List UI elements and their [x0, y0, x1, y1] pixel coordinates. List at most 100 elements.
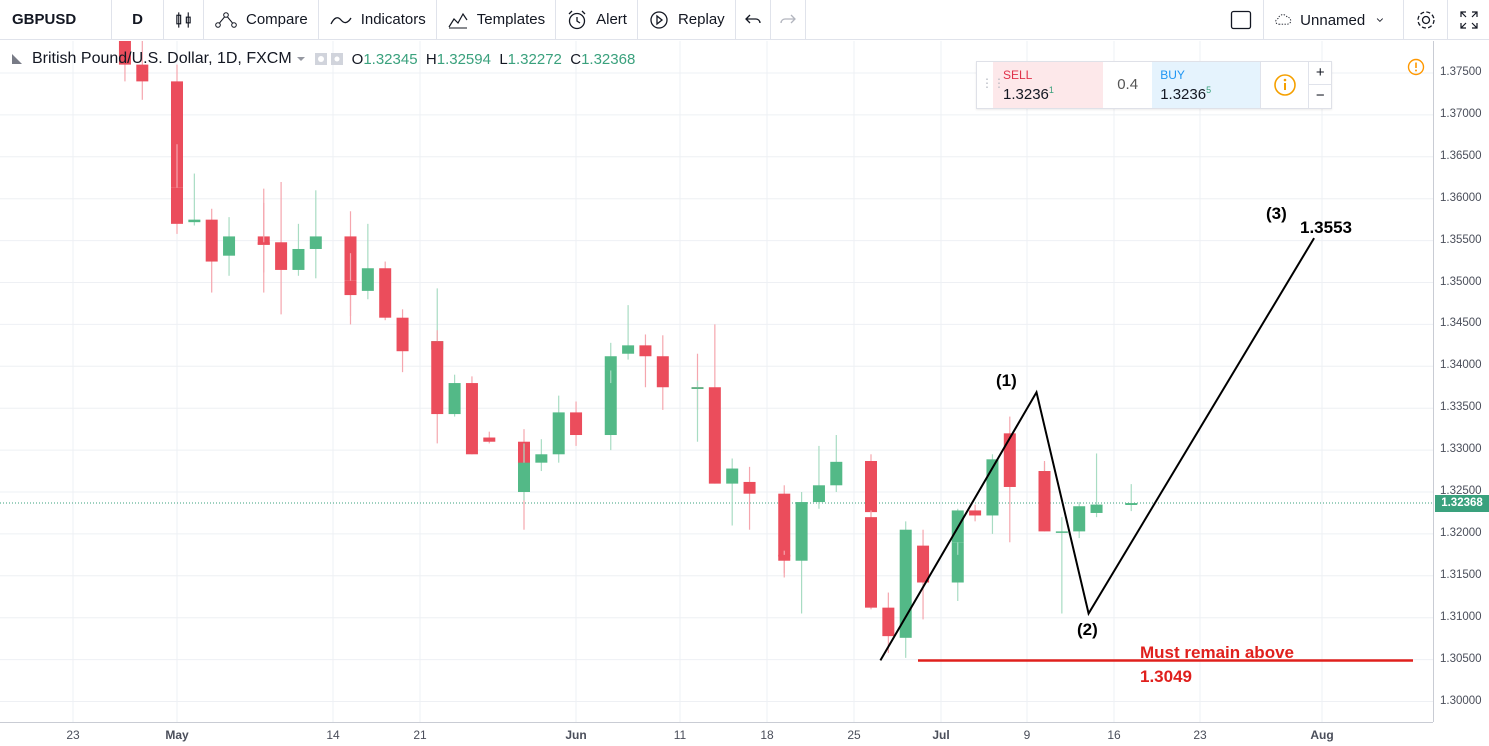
series-title[interactable]: British Pound/U.S. Dollar, 1D, FXCM	[32, 50, 292, 67]
top-toolbar: GBPUSD D Compare Indicators Templates Al…	[0, 0, 1489, 40]
price-chart[interactable]	[0, 41, 1433, 722]
symbol-label: GBPUSD	[12, 11, 77, 28]
chevron-down-icon[interactable]	[296, 55, 306, 63]
gear-icon[interactable]	[330, 52, 344, 66]
fullscreen-button[interactable]	[1447, 0, 1489, 40]
candle-body	[292, 248, 305, 270]
symbol-search[interactable]: GBPUSD	[0, 0, 112, 40]
sell-button[interactable]: SELL 1.32361	[993, 62, 1104, 108]
replay-icon	[650, 10, 668, 29]
candle-body	[865, 517, 877, 608]
low-label: L	[499, 50, 508, 68]
candle-body	[205, 219, 218, 262]
templates-button[interactable]: Templates	[437, 0, 557, 40]
candle-body	[136, 64, 149, 82]
price-axis[interactable]: 1.37500 1.37000 1.36500 1.36000 1.35500 1.350…	[1433, 41, 1489, 722]
candle-body	[396, 317, 409, 352]
candle-body	[899, 529, 912, 638]
collapse-legend-icon[interactable]	[10, 52, 24, 66]
time-tick-label: 9	[1023, 728, 1031, 742]
wave-3-label[interactable]: (3)	[1266, 204, 1287, 223]
current-price-label: 1.32368	[1435, 495, 1489, 513]
time-axis[interactable]: 23 May 14 21 Jun 11 18 25 Jul 9 16 23 Aug	[0, 722, 1433, 746]
indicators-button[interactable]: Indicators	[319, 0, 437, 40]
drag-handle-icon[interactable]: ⋮⋮	[981, 76, 1005, 90]
wave-trendline	[879, 237, 1315, 661]
time-tick-label: 11	[673, 728, 687, 742]
select-box-button[interactable]	[1219, 0, 1263, 40]
undo-button[interactable]	[734, 0, 771, 40]
candle-body	[1125, 503, 1138, 505]
high-value: 1.32594	[436, 50, 491, 68]
candle-body	[795, 502, 808, 561]
price-tick-label: 1.35000	[1440, 275, 1482, 288]
sell-label: SELL	[1003, 68, 1033, 82]
eye-icon[interactable]	[314, 52, 328, 66]
warning-icon[interactable]	[1407, 58, 1425, 76]
close-label: C	[570, 50, 582, 68]
price-tick-label: 1.34500	[1440, 317, 1482, 330]
candle-body	[1090, 504, 1103, 513]
info-button[interactable]	[1260, 62, 1308, 108]
time-tick-label: 23	[1193, 728, 1207, 742]
candle-body	[465, 383, 478, 455]
candle-body	[344, 280, 357, 296]
buy-price-sup: 5	[1206, 85, 1212, 95]
ohlc-values: O1.32345 H1.32594 L1.32272 C1.32368	[352, 51, 636, 68]
price-tick-label: 1.37500	[1440, 66, 1482, 78]
open-label: O	[351, 50, 364, 68]
settings-button[interactable]	[1403, 0, 1447, 40]
candle-body	[778, 554, 791, 561]
time-tick-label: 14	[326, 728, 340, 742]
open-value: 1.32345	[363, 50, 418, 68]
candle-body	[604, 370, 617, 436]
candle-body	[379, 268, 392, 318]
candle-body	[951, 542, 964, 583]
templates-icon	[448, 12, 468, 28]
time-tick-label: 23	[66, 728, 80, 742]
alert-button[interactable]: Alert	[556, 0, 638, 40]
compare-button[interactable]: Compare	[204, 0, 319, 40]
spread-value: 0.4	[1117, 76, 1139, 93]
chart-pane[interactable]	[0, 41, 1433, 722]
target-price-label[interactable]: 1.3553	[1300, 218, 1352, 237]
layout-menu[interactable]: Unnamed	[1263, 0, 1403, 40]
candles-icon	[176, 11, 191, 28]
interval-label: D	[132, 11, 143, 28]
info-icon	[1274, 74, 1296, 96]
fullscreen-icon	[1459, 11, 1478, 29]
redo-button[interactable]	[771, 0, 806, 40]
price-tick-label: 1.32000	[1440, 526, 1482, 539]
compare-icon	[215, 11, 237, 28]
undo-icon	[744, 14, 761, 23]
chart-style-button[interactable]	[164, 0, 204, 40]
candle-body	[552, 412, 565, 455]
price-tick-label: 1.34000	[1440, 359, 1482, 372]
candle-body	[865, 460, 877, 513]
candle-body	[830, 461, 843, 486]
wave-2-label[interactable]: (2)	[1077, 620, 1098, 639]
indicators-icon	[330, 16, 352, 24]
time-tick-label: Jun	[565, 728, 587, 742]
time-tick-label: 25	[847, 728, 861, 742]
interval-button[interactable]: D	[112, 0, 164, 40]
candle-body	[448, 383, 461, 415]
price-tick-label: 1.32500	[1440, 485, 1482, 497]
minus-icon[interactable]: −	[1315, 87, 1325, 104]
plus-icon[interactable]: +	[1309, 62, 1331, 85]
time-tick-label: 18	[760, 728, 774, 742]
alert-label: Alert	[596, 11, 627, 28]
indicators-label: Indicators	[360, 11, 426, 28]
price-tick-label: 1.31000	[1440, 610, 1482, 623]
support-value[interactable]: 1.3049	[1140, 667, 1192, 686]
price-tick-label: 1.31500	[1440, 568, 1482, 581]
replay-button[interactable]: Replay	[638, 0, 735, 40]
buy-button[interactable]: BUY 1.32365	[1152, 62, 1261, 108]
support-text[interactable]: Must remain above	[1140, 643, 1294, 662]
candle-body	[518, 462, 530, 492]
candle-body	[171, 187, 183, 224]
wave-1-label[interactable]: (1)	[996, 371, 1017, 390]
time-tick-label: Jul	[932, 728, 950, 742]
time-tick-label: 21	[413, 728, 427, 742]
candle-body	[171, 81, 183, 188]
